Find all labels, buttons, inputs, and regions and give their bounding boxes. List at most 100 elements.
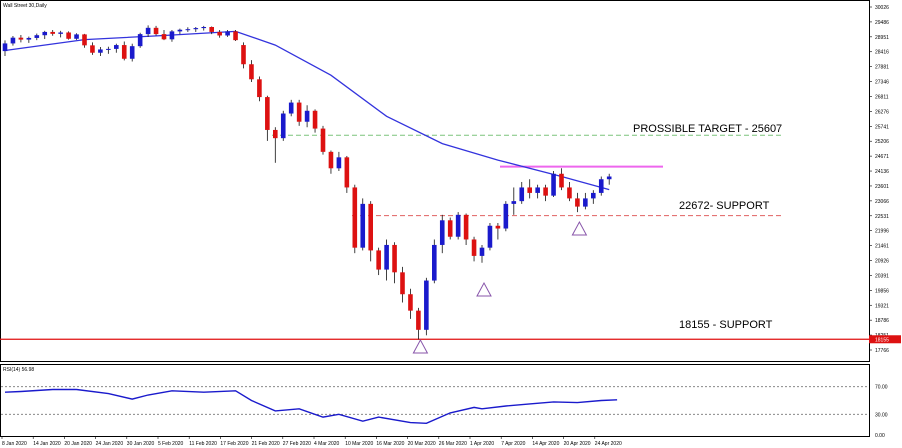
- y-tick-label: 29486: [875, 20, 889, 26]
- candle: [575, 192, 580, 213]
- x-tick-label: 4 Mar 2020: [314, 441, 340, 447]
- candle: [535, 184, 540, 199]
- candle: [559, 168, 564, 191]
- candle: [233, 30, 238, 41]
- candle: [18, 34, 24, 43]
- y-tick-label: 19321: [875, 303, 889, 309]
- y-tick-label: 27346: [875, 80, 889, 86]
- candle: [368, 201, 373, 262]
- candle-body: [432, 244, 437, 281]
- candle: [583, 192, 588, 210]
- candle-body: [42, 31, 48, 36]
- x-tick-label: 1 Apr 2020: [470, 441, 494, 447]
- x-tick-label: 5 Feb 2020: [158, 441, 184, 447]
- x-tick-label: 20 Apr 2020: [564, 441, 591, 447]
- candle-body: [66, 32, 71, 39]
- candle: [400, 266, 405, 303]
- candle: [121, 41, 127, 61]
- candle-body: [177, 29, 183, 32]
- rsi-line: [4, 388, 618, 425]
- candle-body: [606, 176, 612, 180]
- candle: [543, 184, 548, 202]
- candle: [463, 213, 469, 245]
- candle-body: [352, 187, 358, 248]
- candle-body: [495, 225, 501, 229]
- candle-body: [98, 49, 103, 53]
- candle: [114, 43, 119, 53]
- candle-body: [320, 128, 326, 152]
- annotations: PROSSIBLE TARGET - 25607 22672- SUPPORT 18…: [633, 123, 782, 331]
- candle: [432, 239, 437, 284]
- candle-body: [74, 34, 79, 39]
- y-tick-label: 19856: [875, 288, 889, 294]
- y-tick-label: 21996: [875, 229, 889, 235]
- candle-body: [455, 214, 461, 237]
- x-tick-label: 11 Feb 2020: [189, 441, 217, 447]
- candle-body: [257, 79, 262, 98]
- candle-body: [328, 151, 334, 169]
- x-tick-label: 24 Apr 2020: [595, 441, 622, 447]
- candle: [42, 30, 48, 40]
- candle: [352, 184, 358, 254]
- candle-body: [408, 294, 413, 311]
- candle-body: [535, 187, 540, 193]
- triangle-marker: [412, 338, 429, 354]
- y-tick-label: 28951: [875, 35, 889, 41]
- candle: [34, 33, 40, 41]
- candle-body: [312, 110, 318, 129]
- y-tick-label: 20926: [875, 259, 889, 265]
- candle-body: [201, 26, 207, 29]
- candle: [598, 176, 604, 196]
- candle-body: [503, 203, 509, 229]
- candle: [26, 36, 32, 43]
- y-tick-label: 21461: [875, 244, 889, 250]
- candle: [58, 30, 63, 38]
- candle: [273, 127, 278, 163]
- candle: [249, 60, 254, 83]
- candle-body: [225, 31, 230, 36]
- candle: [145, 25, 151, 37]
- triangle-marker: [571, 220, 588, 236]
- candle-body: [447, 220, 453, 237]
- candle: [360, 198, 366, 251]
- x-tick-label: 24 Jan 2020: [96, 441, 124, 447]
- candle-body: [288, 102, 294, 114]
- x-tick-label: 14 Jan 2020: [33, 441, 61, 447]
- y-tick-label: 23601: [875, 184, 889, 190]
- rsi-levels: [1, 386, 869, 415]
- candle: [153, 25, 159, 36]
- candle: [495, 223, 501, 240]
- candle-body: [185, 29, 191, 31]
- candles: [2, 25, 612, 340]
- main-panel-frame: [0, 0, 870, 362]
- candle-body: [583, 198, 588, 207]
- candle-body: [487, 225, 493, 248]
- candle-body: [598, 179, 604, 193]
- candle: [312, 109, 318, 133]
- candle-body: [2, 43, 8, 52]
- candle: [479, 244, 485, 263]
- y-tick-label: 26811: [875, 94, 889, 100]
- candle: [567, 181, 572, 202]
- x-tick-label: 21 Feb 2020: [252, 441, 280, 447]
- rsi-tick-label: 30.00: [875, 412, 888, 418]
- candle: [185, 27, 191, 32]
- candle: [344, 155, 350, 193]
- candle-body: [10, 37, 16, 44]
- y-axis: 30026 29486 28951 28416 27881 27346 26811 26276…: [869, 5, 901, 354]
- rsi-axis: 70.00 30.00 0.00: [875, 385, 888, 439]
- candle: [447, 217, 453, 240]
- candle: [82, 33, 87, 48]
- candle: [50, 30, 55, 36]
- candle-body: [296, 102, 302, 122]
- candle-body: [471, 239, 477, 256]
- current-price-badge: [869, 335, 901, 344]
- annotation-label: 18155 - SUPPORT: [679, 319, 773, 331]
- candle-body: [129, 46, 135, 59]
- candle: [376, 247, 381, 276]
- candle: [98, 46, 103, 57]
- candle: [328, 150, 334, 174]
- x-tick-label: 20 Jan 2020: [64, 441, 92, 447]
- x-tick-label: 30 Jan 2020: [127, 441, 155, 447]
